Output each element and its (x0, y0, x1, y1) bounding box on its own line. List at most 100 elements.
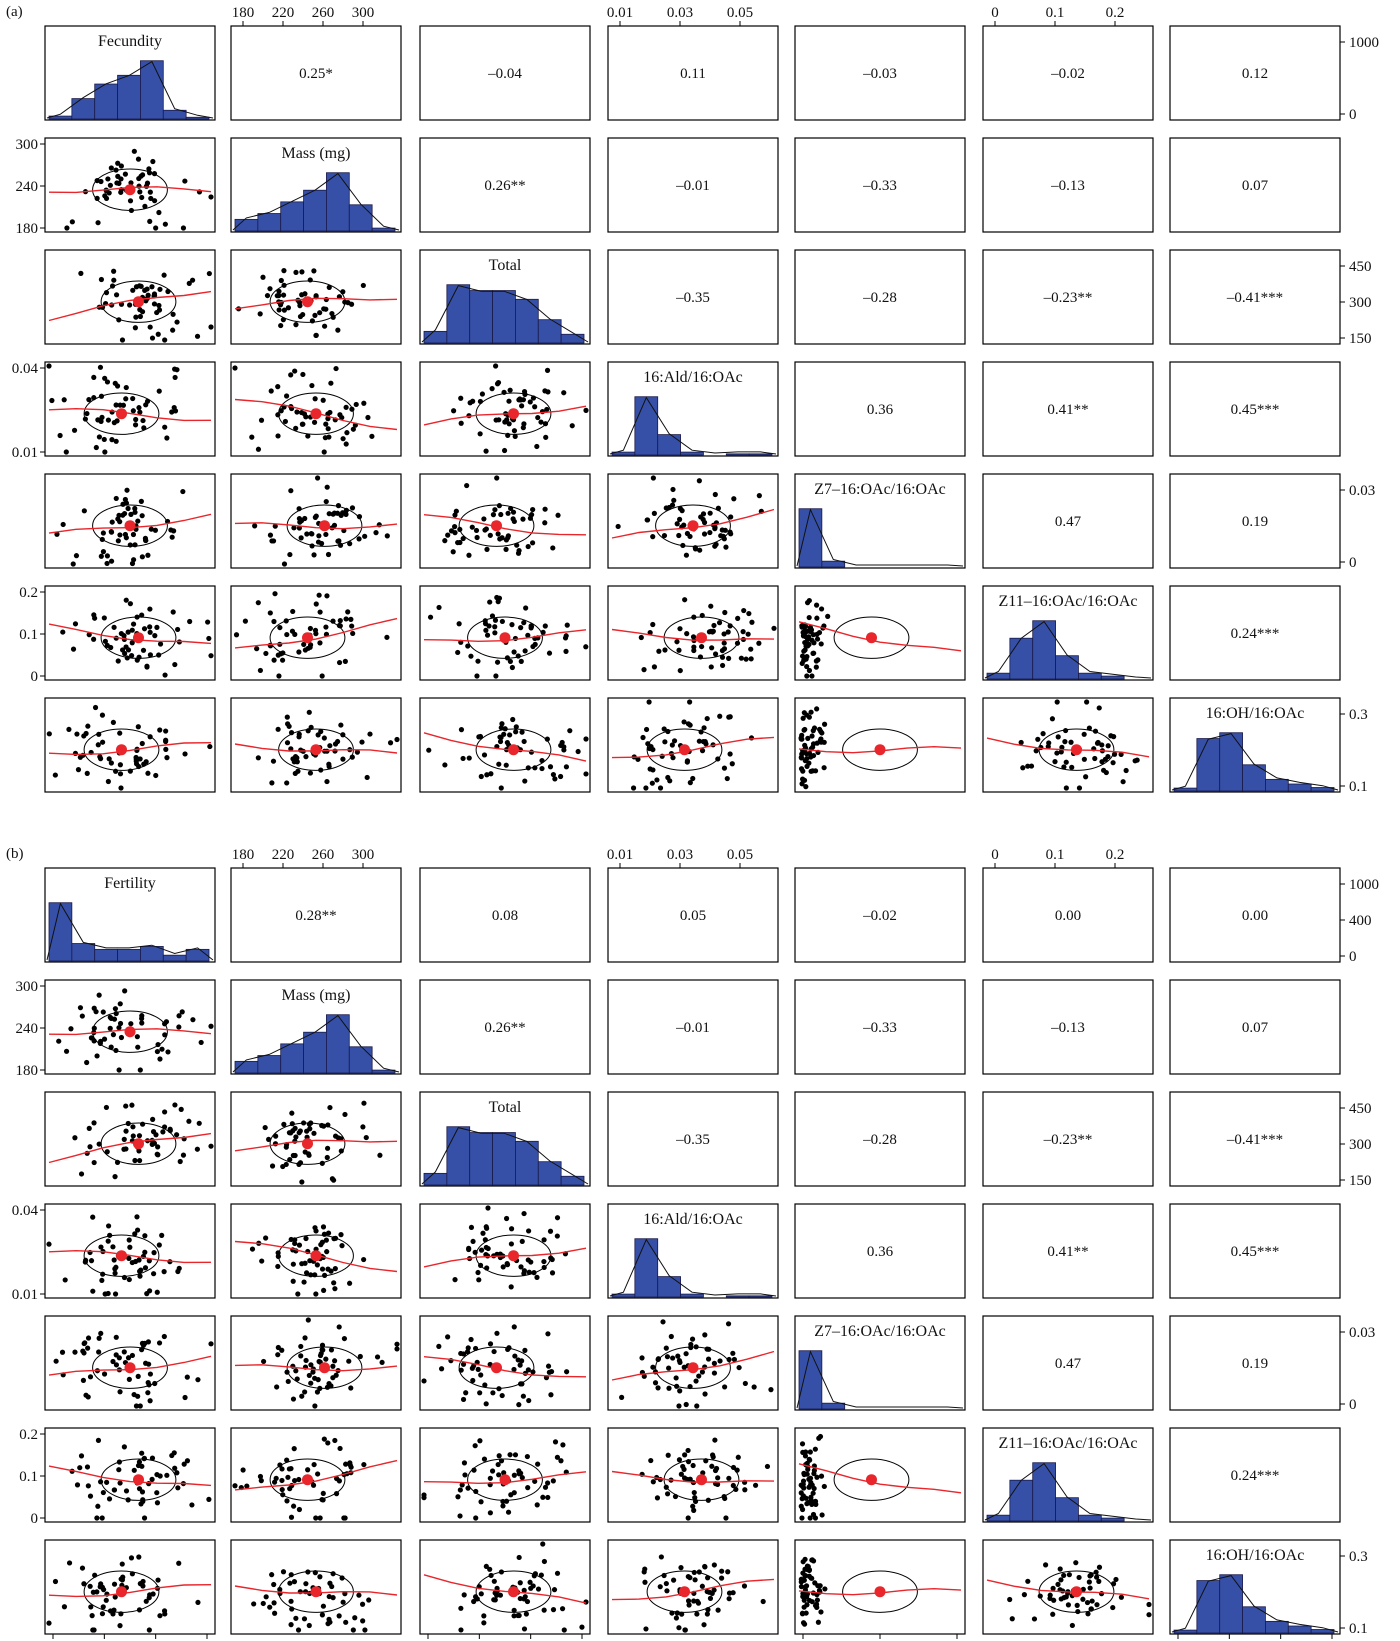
scatter-point (72, 750, 79, 757)
scatter-point (1146, 1612, 1152, 1618)
scatter-point (157, 641, 164, 647)
cell-frame (1169, 1091, 1341, 1187)
scatter-point (332, 1286, 338, 1292)
scatter-point (100, 1489, 106, 1496)
scatter-point (469, 524, 475, 530)
scatter-point (300, 371, 306, 378)
scatter-point (291, 1446, 297, 1452)
scatter-point (283, 1144, 289, 1150)
scatter-point (367, 731, 373, 737)
scatter-point (465, 1345, 471, 1351)
scatter-point (347, 541, 353, 547)
scatter-point (803, 1449, 809, 1455)
scatter-point (373, 530, 379, 536)
scatter-point (569, 423, 575, 429)
scatter-point (71, 427, 78, 433)
scatter-point (666, 1385, 672, 1391)
scatter-point (46, 1241, 52, 1247)
scatter-point (208, 653, 214, 659)
scatter-point (154, 1500, 161, 1506)
scatter-point (142, 203, 148, 209)
scatter-point (452, 530, 458, 536)
scatter-point (679, 1611, 685, 1617)
histogram-bar (537, 319, 562, 344)
scatter-point (133, 761, 140, 767)
correlation-value: 0.07 (1242, 178, 1269, 194)
scatter-point (1146, 1601, 1152, 1608)
scatter-point (337, 412, 343, 418)
scatter-point (520, 1393, 526, 1399)
scatter-point (535, 1461, 541, 1467)
matrix-cell (982, 697, 1154, 793)
scatter-point (1094, 1574, 1100, 1580)
scatter-point (817, 1583, 823, 1589)
scatter-point (119, 1577, 125, 1583)
cell-frame (419, 1539, 591, 1635)
scatter-point (139, 554, 145, 560)
scatter-point (487, 1566, 493, 1572)
scatter-point (87, 1374, 94, 1380)
scatter-point (652, 1380, 659, 1386)
scatter-point (1054, 750, 1060, 756)
scatter-point (308, 1380, 314, 1386)
tick-label: 0.1 (19, 627, 38, 643)
scatter-point (819, 730, 825, 736)
scatter-point (464, 482, 470, 489)
scatter-point (117, 1020, 124, 1027)
cell-frame (1169, 473, 1341, 569)
scatter-point (699, 748, 706, 754)
scatter-point (804, 755, 810, 762)
correlation-value: 0.19 (1242, 1356, 1268, 1372)
histogram-bar (1219, 732, 1243, 792)
scatter-point (501, 731, 507, 737)
matrix-cell: 0.26** (419, 137, 591, 233)
variable-label: Z7–16:OAc/16:OAc (814, 1323, 946, 1340)
scatter-point (727, 714, 733, 720)
scatter-point (152, 633, 158, 639)
scatter-point (339, 1243, 345, 1249)
scatter-point (348, 1385, 354, 1391)
scatter-point (60, 629, 66, 635)
scatter-point (296, 649, 302, 655)
scatter-point (56, 1038, 62, 1044)
matrix-cell: 0.08 (419, 867, 591, 963)
scatter-point (312, 514, 318, 520)
scatter-point (522, 648, 528, 654)
tick-label: 0.1 (1349, 1621, 1368, 1637)
scatter-point (394, 736, 400, 743)
scatter-point (491, 1578, 497, 1584)
scatter-point (244, 1483, 250, 1489)
confidence-ellipse (475, 1234, 552, 1277)
scatter-point (263, 1235, 269, 1241)
matrix-cell: 0.47 (982, 1315, 1154, 1411)
scatter-point (494, 1330, 500, 1336)
loess-fit-line (423, 1574, 587, 1604)
scatter-point (333, 365, 339, 372)
scatter-point (334, 738, 341, 745)
loess-fit-line (611, 1578, 775, 1601)
matrix-cell: –0.41*** (1169, 249, 1341, 345)
scatter-point (172, 374, 178, 381)
scatter-point (129, 1102, 135, 1108)
scatter-point (313, 601, 319, 607)
matrix-cell (230, 1315, 402, 1411)
confidence-ellipse (100, 280, 177, 323)
scatter-point (324, 593, 330, 599)
scatter-point (485, 1205, 491, 1211)
scatter-point (271, 1581, 277, 1588)
centroid-point (302, 1474, 313, 1486)
scatter-point (137, 756, 143, 762)
loess-fit-line (611, 736, 775, 759)
scatter-point (473, 527, 480, 534)
scatter-point (1110, 760, 1116, 766)
centroid-point (874, 1586, 886, 1598)
scatter-point (558, 1458, 564, 1464)
scatter-point (1120, 779, 1126, 785)
density-curve (796, 508, 964, 567)
tick-label: 0 (1349, 1397, 1357, 1413)
scatter-point (132, 1157, 138, 1164)
correlation-value: –0.23** (1043, 1132, 1093, 1148)
scatter-point (721, 646, 728, 652)
scatter-point (384, 533, 390, 539)
scatter-point (334, 510, 341, 516)
